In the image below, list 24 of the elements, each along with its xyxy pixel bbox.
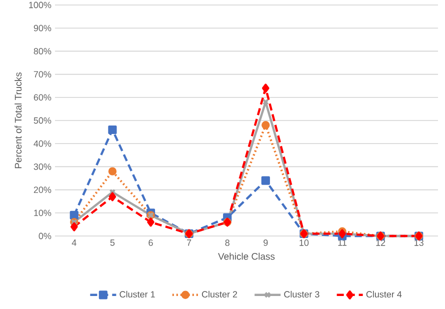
legend-label: Cluster 2 — [202, 290, 238, 298]
y-axis-title: Percent of Total Trucks — [14, 72, 22, 168]
y-tick-label: 10% — [34, 210, 52, 216]
y-tick-label: 0% — [38, 232, 52, 240]
y-tick-label: 70% — [34, 71, 52, 78]
y-tick-label: 100% — [29, 2, 52, 8]
y-tick-label: 40% — [34, 140, 52, 147]
x-tick-label: 4 — [72, 240, 76, 246]
y-tick-label: 80% — [34, 48, 52, 54]
legend-label: Cluster 1 — [120, 290, 155, 298]
y-tick-label: 60% — [34, 94, 52, 101]
y-tick-label: 50% — [34, 117, 52, 124]
x-tick-label: 10 — [300, 240, 309, 246]
x-tick-label: 6 — [148, 240, 153, 246]
y-tick-label: 30% — [34, 164, 52, 170]
y-tick-label: 20% — [34, 186, 52, 193]
y-tick-label: 90% — [34, 24, 52, 32]
x-axis-title: Vehicle Class — [218, 252, 275, 260]
x-tick-label: 5 — [110, 240, 115, 246]
legend-label: Cluster 4 — [366, 290, 402, 298]
legend-label: Cluster 3 — [284, 290, 320, 298]
x-tick-label: 7 — [187, 240, 192, 246]
x-tick-label: 9 — [264, 240, 268, 246]
x-tick-label: 8 — [225, 240, 230, 246]
